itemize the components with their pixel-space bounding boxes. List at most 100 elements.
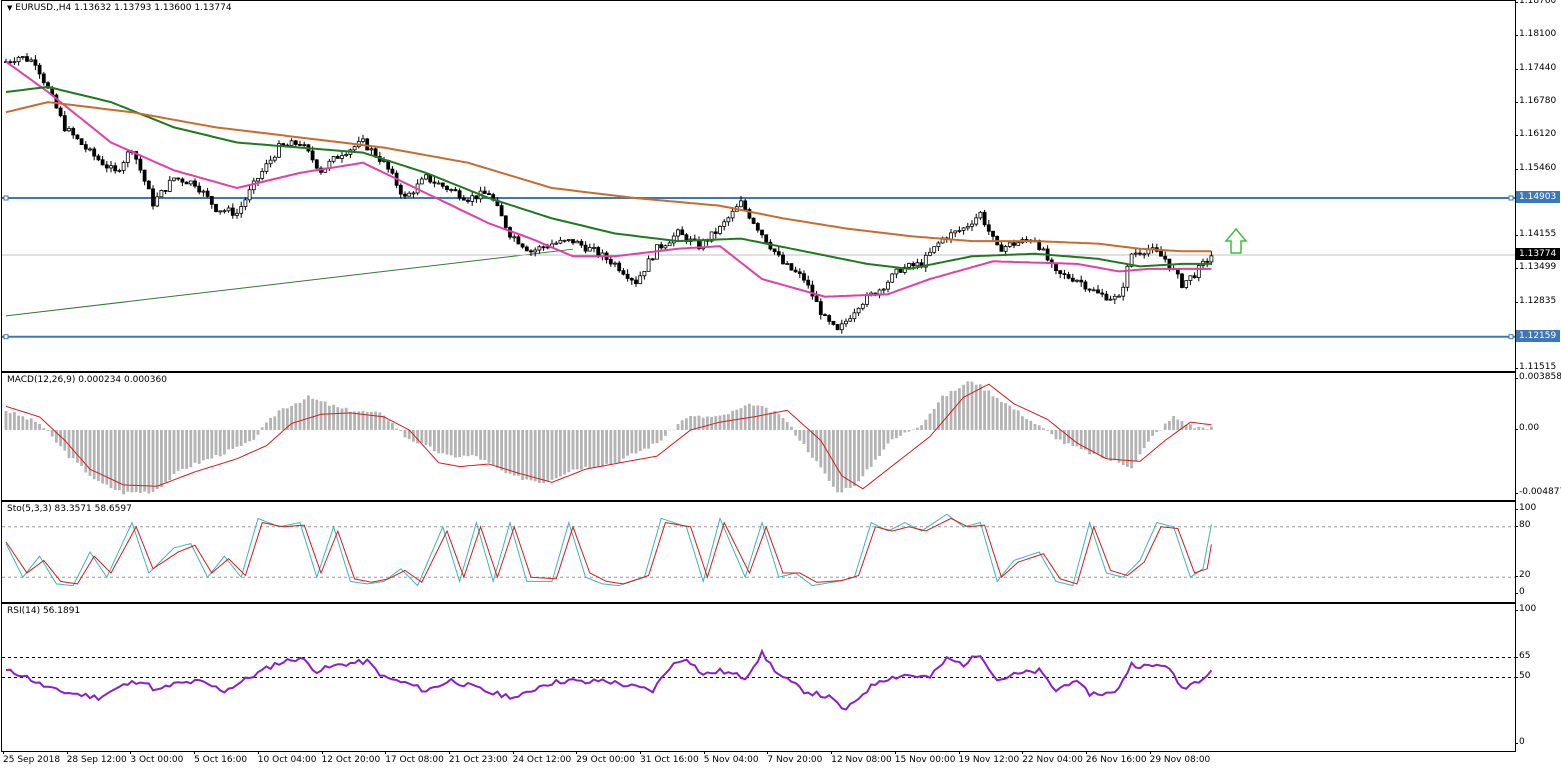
candle-body [516, 236, 521, 245]
price-panel[interactable]: ▼ EURUSD.,H4 1.13632 1.13793 1.13600 1.1… [1, 0, 1516, 372]
macd-histogram-bar [1092, 429, 1096, 454]
macd-histogram-bar [857, 429, 860, 482]
macd-histogram-bar [760, 405, 764, 430]
macd-histogram-bar [1071, 429, 1075, 447]
candle-body [46, 82, 50, 89]
macd-histogram-bar [1134, 429, 1138, 462]
y-tick-label: 0.00 [1514, 422, 1540, 433]
candle-body [180, 178, 185, 183]
candle-body [1041, 248, 1046, 251]
macd-histogram-bar [101, 429, 104, 484]
candle-body [193, 180, 197, 187]
candle-body [974, 217, 979, 225]
macd-histogram-bar [76, 429, 79, 463]
rsi-chart[interactable] [2, 604, 1515, 751]
macd-histogram-bar [386, 420, 390, 430]
macd-histogram-bar [1100, 429, 1104, 459]
macd-histogram-bar [512, 429, 516, 476]
macd-histogram-bar [378, 412, 382, 430]
macd-histogram-bar [357, 411, 361, 430]
macd-histogram-bar [916, 427, 919, 430]
rsi-panel[interactable]: RSI(14) 56.1891 [1, 603, 1516, 752]
macd-histogram-bar [206, 429, 209, 460]
macd-histogram-bar [701, 417, 705, 430]
candle-body [743, 200, 748, 210]
macd-histogram-bar [88, 429, 92, 476]
candle-body [293, 140, 298, 145]
candle-body [923, 254, 928, 268]
candle-body [243, 199, 248, 207]
candle-body [201, 190, 206, 193]
candle-body [272, 156, 277, 161]
macd-histogram-bar [109, 429, 113, 489]
x-tick-label: 24 Oct 12:00 [512, 751, 572, 765]
macd-histogram-bar [189, 429, 193, 468]
candle-body [831, 320, 836, 325]
macd-histogram-bar [1113, 429, 1117, 461]
macd-histogram-bar [202, 429, 205, 461]
stochastic-chart[interactable] [2, 502, 1515, 602]
candle-body [12, 61, 17, 64]
macd-histogram-bar [689, 416, 692, 430]
candle-body [881, 288, 886, 291]
candle-body [277, 143, 281, 158]
candle-body [335, 156, 340, 159]
candle-body [298, 144, 302, 146]
candle-body [718, 225, 722, 234]
stochastic-panel[interactable]: Sto(5,3,3) 83.3571 58.6597 [1, 501, 1516, 603]
macd-histogram-bar [588, 429, 592, 469]
macd-histogram-bar [920, 425, 923, 430]
candle-body [802, 273, 806, 281]
price-chart[interactable] [2, 1, 1515, 371]
candle-body [634, 279, 638, 285]
macd-histogram-bar [634, 429, 638, 454]
macd-scale: 0.003858 0.00 -0.004877 [1514, 372, 1561, 499]
macd-histogram-bar [798, 429, 802, 441]
macd-histogram-bar [412, 429, 415, 442]
candle-body [1180, 273, 1184, 288]
macd-histogram-bar [945, 396, 949, 430]
candle-body [1121, 286, 1126, 297]
macd-histogram-bar [252, 429, 256, 440]
macd-histogram-bar [227, 429, 230, 450]
price-scale: 1.18760 1.18100 1.17440 1.16780 1.16120 1.154… [1514, 0, 1561, 372]
macd-histogram-bar [974, 384, 978, 430]
candle-body [713, 231, 718, 234]
candle-body [1205, 260, 1210, 263]
macd-histogram-bar [1155, 429, 1159, 433]
candle-body [260, 171, 265, 179]
candle-body [806, 279, 811, 286]
macd-histogram-bar [105, 429, 109, 485]
candle-body [663, 245, 668, 249]
candle-body [109, 165, 113, 169]
y-tick-label: 0.003858 [1515, 372, 1561, 383]
macd-chart[interactable] [2, 373, 1515, 500]
candle-body [986, 224, 991, 232]
candle-body [340, 155, 344, 159]
macd-histogram-bar [382, 415, 386, 430]
macd-panel[interactable]: MACD(12,26,9) 0.000234 0.000360 [1, 372, 1516, 501]
x-tick-label: 15 Nov 00:00 [894, 751, 956, 765]
macd-histogram-bar [1025, 419, 1028, 430]
macd-histogram-bar [332, 404, 335, 430]
macd-histogram-bar [811, 429, 814, 458]
macd-histogram-bar [542, 429, 545, 484]
candle-body [592, 247, 596, 249]
candle-body [625, 273, 630, 279]
macd-histogram-bar [420, 429, 424, 443]
candle-body [445, 185, 449, 190]
candle-body [239, 206, 244, 214]
candle-body [138, 158, 143, 171]
y-tick-label: 100 [1514, 604, 1537, 614]
candle-body [545, 246, 550, 249]
candle-body [92, 148, 97, 157]
candle-body [54, 94, 59, 109]
candle-body [541, 246, 546, 249]
y-tick-label: 1.13499 [1514, 261, 1557, 272]
collapse-arrow-icon[interactable]: ▼ [7, 4, 13, 12]
macd-histogram-bar [1088, 429, 1091, 455]
macd-histogram-bar [718, 415, 722, 430]
candle-body [96, 155, 101, 161]
candle-body [503, 215, 508, 228]
y-tick-label: 50 [1514, 670, 1531, 681]
